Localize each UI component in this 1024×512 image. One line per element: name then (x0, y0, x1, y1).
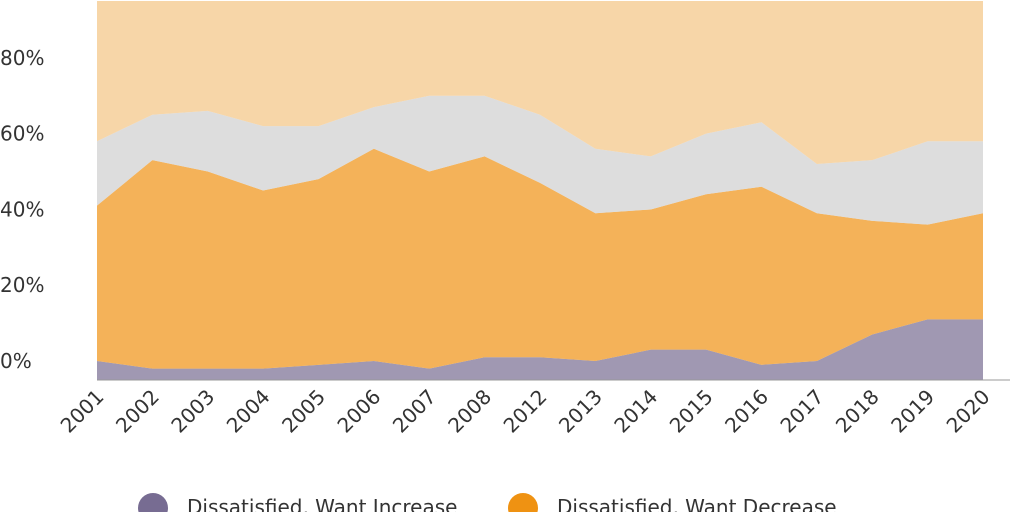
y-tick-label: 20% (0, 273, 44, 297)
x-tick-label: 2019 (886, 385, 939, 438)
x-tick-label: 2020 (942, 385, 995, 438)
y-tick-label: 0% (0, 349, 32, 373)
x-tick-label: 2005 (277, 385, 330, 438)
x-tick-label: 2012 (499, 385, 552, 438)
x-tick-label: 2007 (388, 385, 441, 438)
legend-marker (138, 493, 168, 512)
y-tick-label: 60% (0, 122, 44, 146)
x-tick-label: 2018 (831, 385, 884, 438)
legend-label: Dissatisfied, Want Decrease (557, 495, 837, 512)
x-tick-label: 2008 (443, 385, 496, 438)
area (97, 1, 983, 164)
area (97, 95, 983, 225)
x-tick-label: 2017 (775, 385, 828, 438)
legend-marker (508, 493, 538, 512)
x-tick-label: 2016 (720, 385, 773, 438)
x-tick-label: 2015 (665, 385, 718, 438)
x-tick-label: 2003 (166, 385, 219, 438)
x-tick-label: 2001 (56, 385, 109, 438)
x-tick-label: 2013 (554, 385, 607, 438)
y-tick-label: 40% (0, 197, 44, 221)
y-tick-label: 80% (0, 46, 44, 70)
x-tick-label: 2014 (609, 385, 662, 438)
area (97, 148, 983, 369)
x-tick-label: 2002 (111, 385, 164, 438)
legend-label: Dissatisfied, Want Increase (187, 495, 457, 512)
x-tick-label: 2006 (332, 385, 385, 438)
x-tick-label: 2004 (222, 385, 275, 438)
